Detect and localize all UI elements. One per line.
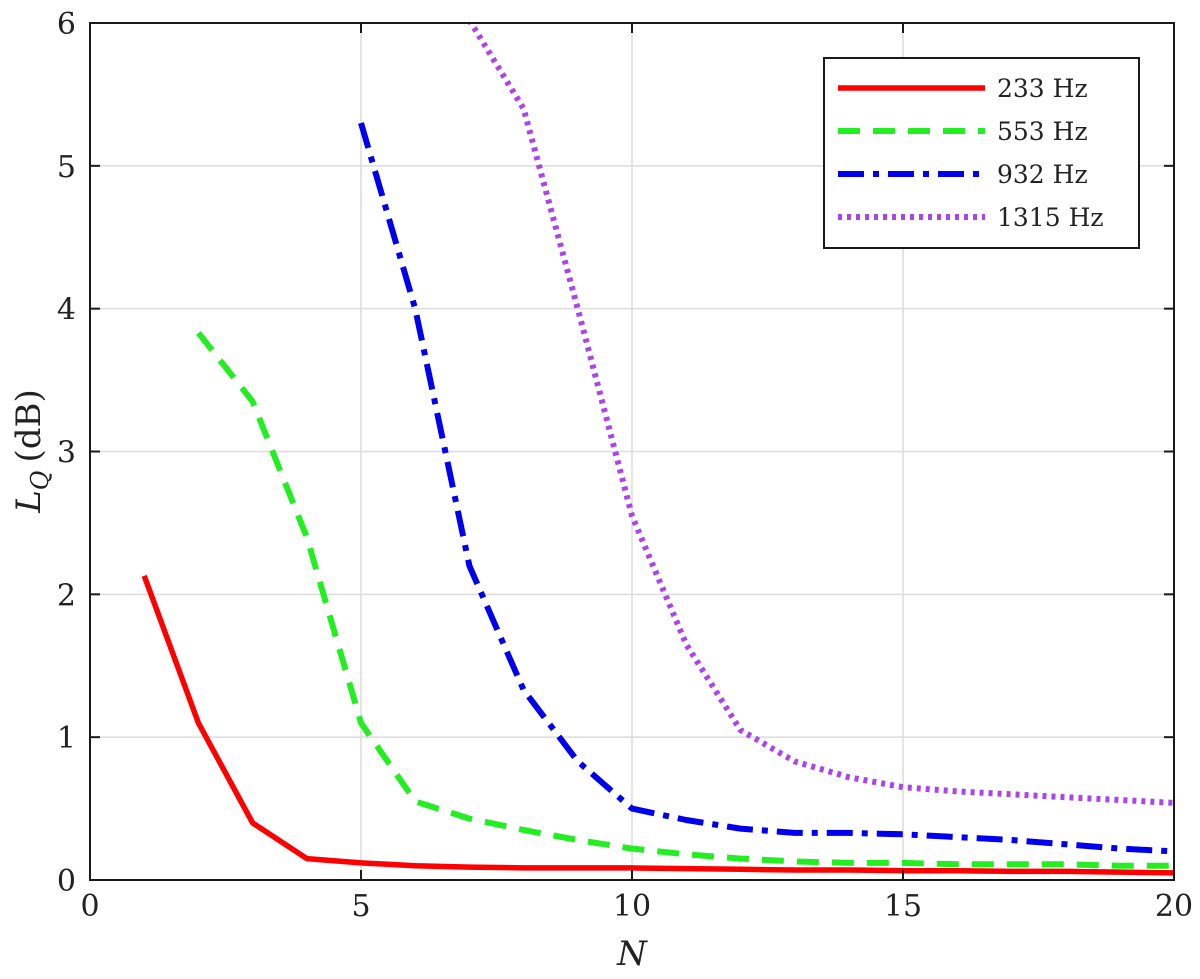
series-line-932-hz [358,122,1174,855]
y-tick-label: 3 [57,436,76,471]
legend-label: 932 Hz [997,160,1088,189]
series-line-1315-hz [467,23,1174,806]
legend-label: 233 Hz [997,74,1088,103]
x-tick-label: 15 [884,889,922,924]
y-tick-label: 4 [57,293,76,328]
y-tick-label: 0 [57,864,76,899]
y-axis-label-symbol: L [9,490,49,514]
x-tick-label: 10 [613,889,651,924]
x-axis-label: N [616,934,648,974]
x-tick-label: 5 [351,889,370,924]
y-tick-label: 5 [57,150,76,185]
series-line-233-hz [141,574,1174,876]
legend: 233 Hz 553 Hz 932 Hz 1315 Hz [823,57,1140,249]
tick-labels: 0 5 10 15 20 0 1 2 3 4 5 6 [57,7,1193,924]
legend-label: 553 Hz [997,117,1088,146]
y-axis-label-subscript: Q [26,471,54,491]
x-tick-label: 20 [1155,889,1193,924]
axis-ticks [89,22,1175,881]
y-axis-label-unit: (dB) [9,389,49,462]
x-tick-label: 0 [80,889,99,924]
series-line-553-hz [196,331,1174,869]
legend-label: 1315 Hz [997,203,1104,232]
legend-items: 233 Hz 553 Hz 932 Hz 1315 Hz [838,74,1104,232]
y-tick-label: 2 [57,578,76,613]
series-layer [141,23,1174,876]
y-tick-label: 6 [57,7,76,42]
y-tick-label: 1 [57,721,76,756]
y-axis-label: LQ (dB) [9,389,54,514]
